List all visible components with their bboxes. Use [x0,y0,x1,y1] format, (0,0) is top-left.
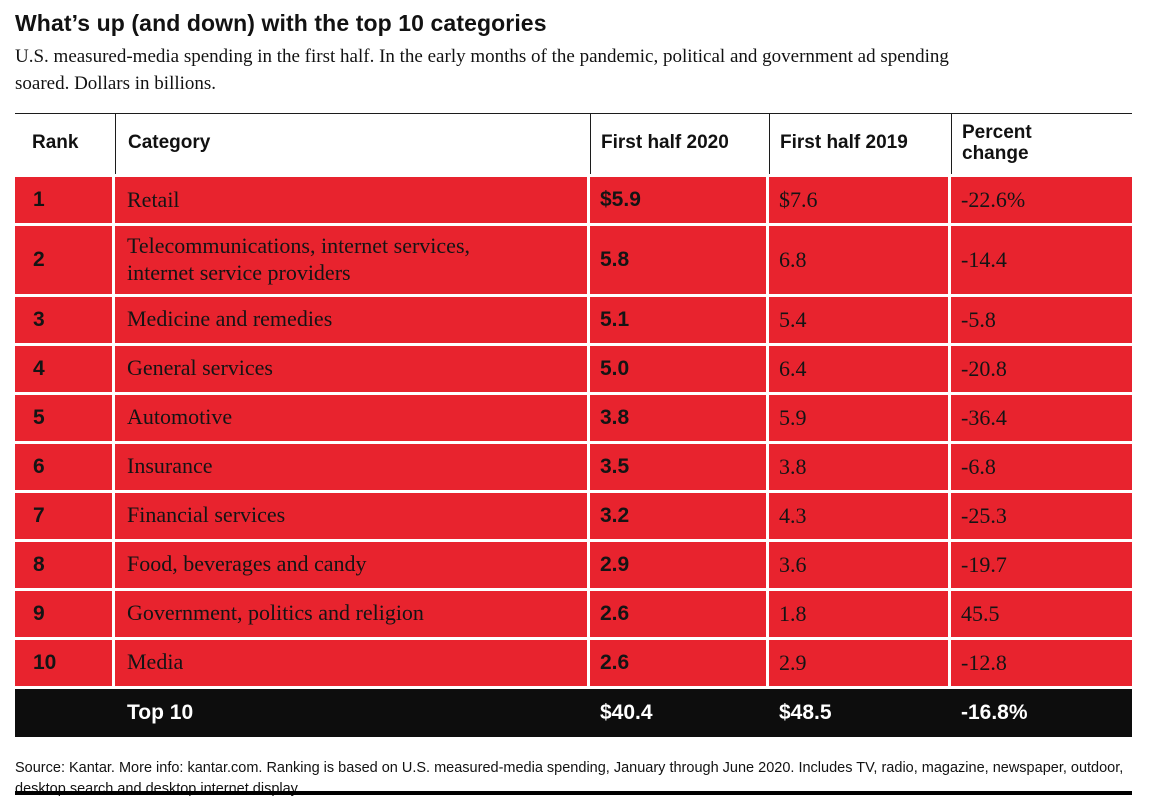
first-half-2019-cell: 4.3 [769,492,948,539]
table-grid: Rank Category First half 2020 First half… [15,112,1132,686]
first-half-2019-cell: 5.4 [769,296,948,343]
category-cell: Food, beverages and candy [115,541,587,588]
first-half-2020-cell: 2.9 [590,541,766,588]
total-category-cell: Top 10 [127,700,194,724]
category-text: Media [127,649,184,675]
rank-cell: 4 [15,345,112,392]
rank-cell: 2 [15,225,112,294]
first-half-2020-cell: 3.8 [590,394,766,441]
category-text: General services [127,355,273,381]
rank-cell: 10 [15,639,112,686]
bottom-rule [15,791,1132,795]
first-half-2019-cell: 6.4 [769,345,948,392]
first-half-2019-cell: $7.6 [769,176,948,223]
first-half-2019-cell: 3.6 [769,541,948,588]
category-text: Retail [127,186,180,212]
percent-change-cell: -19.7 [951,541,1132,588]
first-half-2019-cell: 1.8 [769,590,948,637]
rank-cell: 5 [15,394,112,441]
first-half-2020-cell: 5.8 [590,225,766,294]
total-row: Top 10 $40.4 $48.5 -16.8% [15,688,1132,737]
percent-change-cell: -20.8 [951,345,1132,392]
infographic-page: What’s up (and down) with the top 10 cat… [15,0,1142,800]
first-half-2020-cell: 3.5 [590,443,766,490]
first-half-2019-cell: 6.8 [769,225,948,294]
first-half-2020-cell: $5.9 [590,176,766,223]
category-text: Insurance [127,453,213,479]
category-cell: Financial services [115,492,587,539]
category-text: Automotive [127,404,233,430]
category-cell: Government, politics and religion [115,590,587,637]
column-header-first-half-2020: First half 2020 [590,113,766,174]
first-half-2020-cell: 3.2 [590,492,766,539]
category-cell: Insurance [115,443,587,490]
first-half-2019-cell: 3.8 [769,443,948,490]
column-header-percent-change: Percent change [951,113,1132,174]
column-header-first-half-2019: First half 2019 [769,113,948,174]
category-cell: Telecommunications, internet services, i… [115,225,587,294]
column-header-category-label: Category [128,132,211,154]
category-cell: General services [115,345,587,392]
rank-cell: 1 [15,176,112,223]
page-subtitle: U.S. measured-media spending in the firs… [15,46,949,94]
category-cell: Automotive [115,394,587,441]
rank-cell: 7 [15,492,112,539]
percent-change-cell: -12.8 [951,639,1132,686]
percent-change-cell: -5.8 [951,296,1132,343]
total-first-half-2019-cell: $48.5 [779,700,832,724]
category-text: Financial services [127,502,286,528]
rank-cell: 6 [15,443,112,490]
column-header-percent-change-label: Percent change [962,121,1032,164]
category-text: Food, beverages and candy [127,551,367,577]
rank-cell: 9 [15,590,112,637]
column-header-first-half-2020-label: First half 2020 [601,132,729,154]
column-header-rank: Rank [15,113,112,174]
column-header-category: Category [115,113,587,174]
percent-change-cell: -6.8 [951,443,1132,490]
category-cell: Media [115,639,587,686]
total-rank-cell [15,689,115,737]
category-text: Government, politics and religion [127,600,424,626]
percent-change-cell: -36.4 [951,394,1132,441]
first-half-2019-cell: 2.9 [769,639,948,686]
first-half-2020-cell: 2.6 [590,639,766,686]
percent-change-cell: -22.6% [951,176,1132,223]
rank-cell: 3 [15,296,112,343]
first-half-2020-cell: 2.6 [590,590,766,637]
category-cell: Medicine and remedies [115,296,587,343]
first-half-2020-cell: 5.0 [590,345,766,392]
category-text: Telecommunications, internet services, i… [127,232,471,285]
spending-table: Rank Category First half 2020 First half… [15,112,1132,737]
first-half-2020-cell: 5.1 [590,296,766,343]
rank-cell: 8 [15,541,112,588]
first-half-2019-cell: 5.9 [769,394,948,441]
total-first-half-2020-cell: $40.4 [600,700,653,724]
percent-change-cell: 45.5 [951,590,1132,637]
total-percent-change-cell: -16.8% [961,700,1028,724]
column-header-rank-label: Rank [32,132,79,154]
percent-change-cell: -14.4 [951,225,1132,294]
page-title: What’s up (and down) with the top 10 cat… [15,10,547,36]
percent-change-cell: -25.3 [951,492,1132,539]
category-text: Medicine and remedies [127,306,333,332]
category-cell: Retail [115,176,587,223]
column-header-first-half-2019-label: First half 2019 [780,132,908,154]
